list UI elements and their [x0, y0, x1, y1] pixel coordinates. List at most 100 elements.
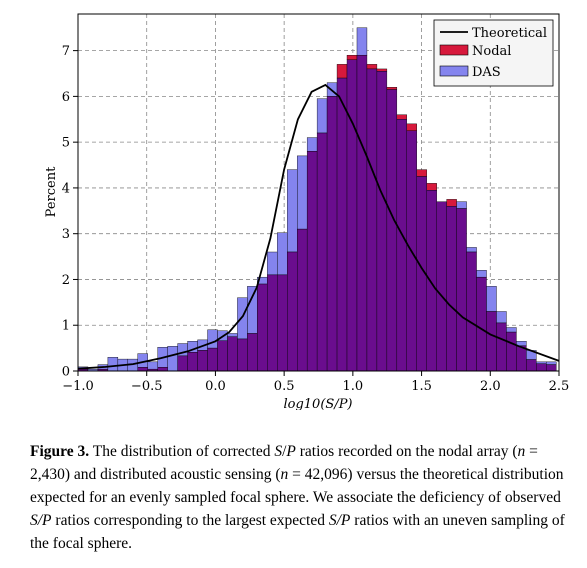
series-line-theoretical — [77, 83, 560, 370]
bar-das — [486, 286, 497, 312]
bar-nodal — [416, 169, 427, 177]
bar-overlap — [346, 59, 358, 372]
caption-n-2: n — [280, 466, 289, 483]
bar-nodal — [396, 114, 407, 120]
bar-overlap — [336, 77, 348, 372]
caption-text-1: The distribution of corrected — [89, 443, 275, 460]
bar-das — [167, 346, 178, 372]
bar-das — [356, 27, 368, 56]
caption-text-5: ratios corresponding to the largest expe… — [51, 512, 329, 529]
bar-das — [536, 361, 547, 364]
bar-das — [237, 297, 248, 340]
bar-overlap — [546, 364, 557, 372]
bar-das — [277, 232, 288, 276]
caption-text-6: ratios with an uneven sampling of the fo… — [30, 512, 565, 552]
bar-overlap — [436, 201, 447, 372]
bar-das — [147, 361, 158, 370]
bar-das — [476, 270, 487, 278]
x-tick-label: 1.0 — [343, 379, 364, 394]
bar-overlap — [237, 338, 248, 372]
y-tick-label: 4 — [62, 181, 70, 196]
bar-overlap — [396, 119, 407, 372]
bar-nodal — [426, 183, 437, 191]
bar-overlap — [526, 359, 537, 372]
x-tick-label: 2.5 — [549, 379, 570, 394]
legend-swatch-das — [439, 65, 469, 77]
bar-das — [207, 329, 218, 349]
caption-label: Figure 3. — [30, 443, 90, 460]
bar-overlap — [296, 228, 308, 372]
legend-label-das: DAS — [472, 65, 501, 80]
bar-overlap — [247, 333, 258, 372]
bar-das — [306, 137, 318, 152]
x-tick-label: −0.5 — [131, 379, 163, 394]
bar-nodal — [386, 87, 398, 90]
bar-overlap — [326, 96, 338, 372]
caption-text-4: = 42,096) versus the theoretical distrib… — [30, 466, 564, 506]
caption-s-1: S — [274, 443, 283, 460]
bar-das — [227, 333, 238, 337]
histogram-chart: −1.0 −0.5 0.0 0.5 1.0 1.5 2.0 2.5 0 1 2 3 4 5 6 7 log10… — [44, 13, 570, 410]
x-tick-label: 0.0 — [205, 379, 226, 394]
bar-overlap — [137, 367, 148, 372]
bar-overlap — [516, 345, 527, 372]
legend-swatch-nodal — [439, 44, 469, 56]
x-tick-label: −1.0 — [62, 379, 94, 394]
caption-n-1: n — [517, 443, 526, 460]
bar-das — [506, 327, 517, 333]
bar-nodal — [446, 199, 457, 207]
bar-overlap — [287, 251, 298, 372]
x-tick-label: 2.0 — [480, 379, 501, 394]
bar-overlap — [506, 331, 517, 372]
bar-nodal — [346, 54, 358, 60]
bar-overlap — [197, 350, 208, 372]
bar-das — [496, 311, 507, 324]
bar-overlap — [386, 89, 398, 372]
caption-text-3: = 2,430) and distributed acoustic sensin… — [30, 443, 538, 483]
caption-sp-3: S/P — [328, 512, 351, 529]
legend-label-nodal: Nodal — [472, 44, 511, 59]
y-axis-label: Percent — [44, 166, 59, 217]
y-tick-label: 3 — [62, 227, 70, 242]
bar-nodal — [376, 68, 388, 72]
bar-overlap — [486, 311, 497, 372]
bar-das — [296, 155, 308, 230]
x-tick-label: 1.5 — [411, 379, 432, 394]
caption-text-2: ratios recorded on the nodal array ( — [295, 443, 518, 460]
y-tick-label: 1 — [62, 319, 70, 334]
bar-overlap — [446, 206, 457, 372]
bar-overlap — [187, 352, 198, 372]
legend: Theoretical Nodal DAS — [433, 19, 554, 87]
bar-overlap — [207, 347, 218, 372]
bar-overlap — [306, 151, 318, 372]
bar-das — [287, 169, 298, 253]
bar-overlap — [376, 71, 388, 372]
caption-p-1: P — [286, 443, 296, 460]
bar-das — [456, 201, 467, 209]
bar-das — [316, 98, 328, 134]
bar-overlap — [267, 274, 278, 372]
legend-label-theoretical: Theoretical — [472, 26, 547, 41]
bar-overlap — [536, 363, 547, 372]
caption-sp-2: S/P — [30, 512, 52, 529]
figure-caption: Figure 3. The distribution of corrected … — [30, 440, 570, 555]
bar-overlap — [277, 274, 288, 372]
x-axis-label: log10(S/P) — [283, 397, 352, 410]
bar-overlap — [316, 132, 328, 372]
y-tick-label: 2 — [62, 273, 70, 288]
bar-overlap — [356, 54, 368, 372]
bar-das — [546, 361, 557, 365]
axis-ticks: −1.0 −0.5 0.0 0.5 1.0 1.5 2.0 2.5 0 1 2 3 4 5 6 7 — [62, 44, 570, 394]
bar-overlap — [366, 68, 378, 372]
bar-overlap — [257, 283, 268, 372]
bar-das — [247, 286, 258, 334]
bar-nodal — [366, 64, 378, 70]
bar-overlap — [227, 336, 238, 372]
bar-overlap — [496, 322, 507, 372]
bar-das — [267, 251, 278, 276]
y-tick-label: 5 — [62, 136, 70, 151]
bar-overlap — [177, 355, 188, 372]
caption-slash-1: / — [282, 443, 287, 460]
x-tick-label: 0.5 — [274, 379, 295, 394]
bar-overlap — [157, 367, 168, 372]
